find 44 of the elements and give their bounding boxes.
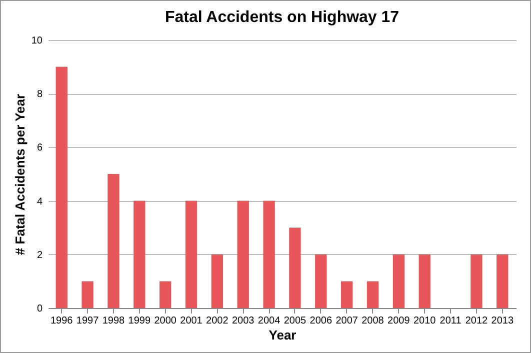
- y-axis-title: # Fatal Accidents per Year: [12, 94, 28, 256]
- bar: [82, 281, 94, 308]
- bar: [185, 200, 198, 308]
- bar: [315, 254, 327, 308]
- y-tick-label: 6: [36, 142, 43, 154]
- y-tick-label: 2: [36, 250, 43, 261]
- bar: [108, 174, 120, 308]
- x-tick-label: 2004: [258, 316, 281, 326]
- bar: [496, 254, 508, 308]
- chart-title: Fatal Accidents on Highway 17: [164, 9, 400, 26]
- x-tick-label: 2013: [491, 316, 514, 326]
- x-tick-label: 2010: [413, 316, 436, 326]
- x-tick-label: 2000: [154, 316, 177, 326]
- x-tick-label: 2005: [284, 316, 307, 326]
- bar: [263, 200, 275, 308]
- bar: [418, 254, 430, 308]
- x-tick-label: 2002: [206, 316, 229, 326]
- y-tick-label: 4: [36, 196, 43, 208]
- bar: [56, 66, 68, 308]
- y-tick-label: 8: [36, 89, 43, 100]
- y-tick-label: 10: [31, 36, 43, 46]
- bar: [211, 254, 224, 308]
- bar: [340, 281, 353, 308]
- bar: [366, 281, 379, 308]
- bar: [289, 228, 301, 308]
- x-tick-label: 1998: [102, 316, 126, 326]
- x-tick-label: 2009: [388, 316, 410, 326]
- y-tick-label: 0: [36, 304, 43, 314]
- x-tick-label: 2003: [232, 316, 255, 326]
- x-tick-label: 2011: [440, 316, 462, 326]
- x-tick-label: 2012: [465, 316, 488, 326]
- x-tick-label: 2008: [362, 316, 384, 326]
- bar: [237, 200, 249, 308]
- x-tick-label: 2007: [336, 316, 358, 326]
- x-axis-title: Year: [268, 328, 296, 342]
- x-tick-label: 2001: [180, 316, 203, 326]
- x-tick-label: 1996: [50, 316, 74, 326]
- x-tick-label: 1997: [76, 316, 100, 326]
- bar: [159, 281, 172, 308]
- bar: [134, 200, 146, 308]
- x-tick-label: 2006: [310, 316, 332, 326]
- bar: [470, 254, 482, 308]
- x-tick-label: 1999: [128, 316, 151, 326]
- bar: [392, 254, 405, 308]
